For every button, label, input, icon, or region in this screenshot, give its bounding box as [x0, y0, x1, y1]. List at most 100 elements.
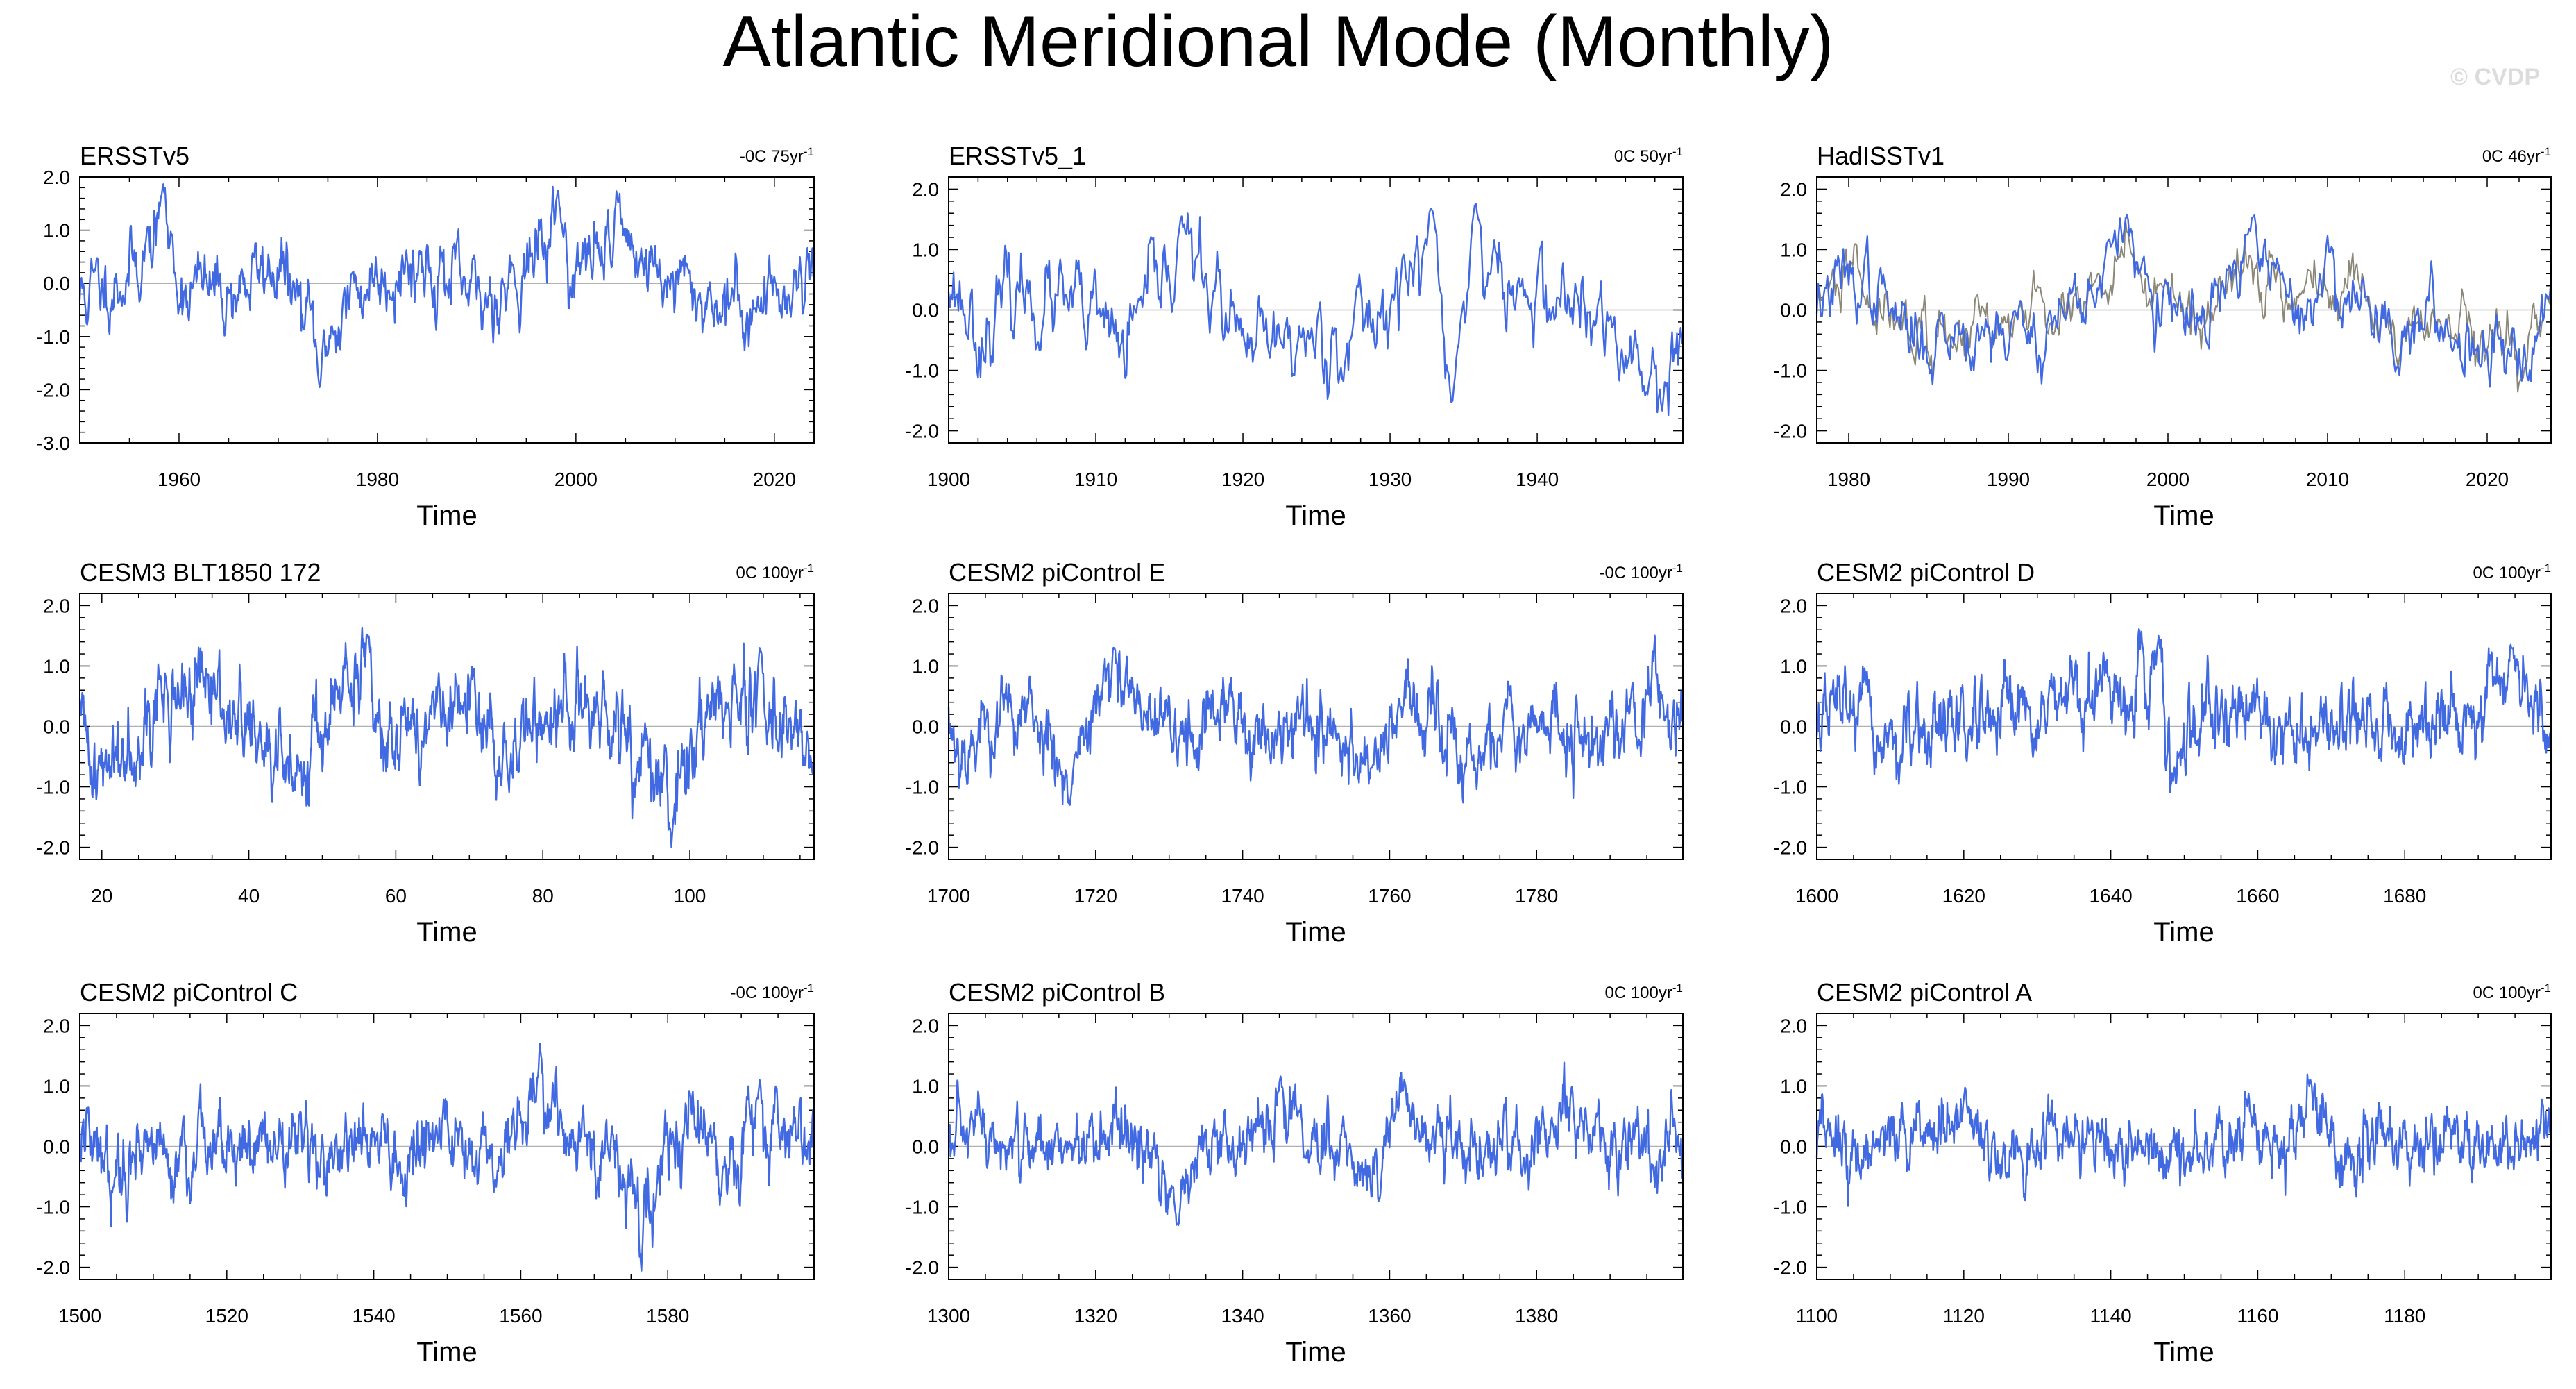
series-line — [1815, 628, 2552, 793]
x-tick-label: 1760 — [1368, 885, 1411, 907]
x-tick-label: 1160 — [2237, 1305, 2278, 1327]
x-axis-label: Time — [1285, 1337, 1346, 1367]
x-axis-label: Time — [416, 917, 477, 948]
x-tick-label: 1100 — [1796, 1305, 1838, 1327]
x-tick-label: 1140 — [2090, 1305, 2132, 1327]
x-tick-label: 1120 — [1943, 1305, 1985, 1327]
x-axis-label: Time — [1285, 917, 1346, 948]
series-line — [947, 1061, 1684, 1227]
y-tick-label: 0.0 — [912, 1136, 939, 1158]
x-tick-label: 1520 — [205, 1305, 248, 1327]
x-axis-label: Time — [2153, 500, 2214, 531]
y-tick-label: 1.0 — [43, 220, 70, 242]
panel-trend-label: -0C 100yr-1 — [1600, 562, 1684, 582]
chart-panel: ERSSTv5_1 0C 50yr-1 2.0 1.0 0.0 -1.0 -2.0 1900 1… — [906, 142, 1684, 531]
panel-title: CESM3 BLT1850 172 — [80, 558, 321, 587]
panel-trend-label: -0C 100yr-1 — [731, 982, 815, 1002]
x-tick-label: 1620 — [1942, 885, 1985, 907]
y-tick-label: 2.0 — [1780, 1015, 1807, 1036]
x-tick-label: 2010 — [2306, 469, 2349, 490]
y-tick-label: 0.0 — [43, 1136, 70, 1158]
y-tick-label: -1.0 — [1774, 360, 1807, 382]
y-tick-label: -1.0 — [906, 777, 939, 798]
y-tick-label: -1.0 — [37, 1197, 70, 1218]
panel-trend-label: 0C 100yr-1 — [1604, 982, 1683, 1002]
panel-title: CESM2 piControl A — [1817, 978, 2032, 1007]
y-tick-label: 0.0 — [912, 300, 939, 321]
y-tick-label: -2.0 — [37, 379, 70, 401]
x-axis-label: Time — [416, 1337, 477, 1367]
panel-trend-label: 0C 100yr-1 — [736, 562, 814, 582]
series-line — [78, 183, 815, 388]
chart-panel: CESM3 BLT1850 172 0C 100yr-1 2.0 1.0 0.0 -1.0… — [37, 558, 815, 948]
y-tick-label: 0.0 — [43, 716, 70, 738]
chart-panel: CESM2 piControl D 0C 100yr-1 2.0 1.0 0.0 -1.0… — [1774, 558, 2552, 948]
x-tick-label: 100 — [674, 885, 706, 907]
panel-title: CESM2 piControl C — [80, 978, 298, 1007]
figure-title: Atlantic Meridional Mode (Monthly) — [722, 1, 1833, 82]
plot-frame — [948, 1013, 1684, 1280]
panel-title: ERSSTv5 — [80, 142, 189, 170]
y-tick-label: -1.0 — [906, 360, 939, 382]
plot-frame — [1816, 593, 2552, 860]
panel-title: HadISSTv1 — [1817, 142, 1944, 170]
x-tick-label: 1980 — [356, 469, 399, 490]
y-tick-label: 2.0 — [1780, 595, 1807, 616]
x-tick-label: 1960 — [158, 469, 201, 490]
x-tick-label: 1930 — [1368, 469, 1412, 490]
x-tick-label: 1700 — [927, 885, 970, 907]
plot-frame — [1816, 176, 2552, 444]
panel-title: CESM2 piControl D — [1817, 558, 2035, 587]
panel-title: ERSSTv5_1 — [949, 142, 1086, 170]
y-tick-label: 2.0 — [43, 595, 70, 616]
chart-panel: ERSSTv5 -0C 75yr-1 2.0 1.0 0.0 -1.0 -2.0 -3.0 19… — [37, 142, 815, 531]
panel-trend-label: 0C 46yr-1 — [2482, 145, 2551, 166]
y-tick-label: 2.0 — [43, 167, 70, 188]
series-line — [947, 634, 1684, 806]
y-tick-label: 1.0 — [912, 239, 939, 260]
x-tick-label: 1980 — [1827, 469, 1870, 490]
x-tick-label: 1680 — [2383, 885, 2426, 907]
x-axis-label: Time — [2153, 1337, 2214, 1367]
y-tick-label: 0.0 — [912, 716, 939, 738]
y-tick-label: -1.0 — [37, 326, 70, 348]
y-tick-label: -2.0 — [37, 837, 70, 859]
y-tick-label: 2.0 — [912, 1015, 939, 1036]
x-tick-label: 60 — [385, 885, 407, 907]
chart-panel: CESM2 piControl A 0C 100yr-1 2.0 1.0 0.0 -1.0… — [1774, 978, 2552, 1367]
x-tick-label: 1720 — [1074, 885, 1117, 907]
y-tick-label: 1.0 — [1780, 1075, 1807, 1097]
x-tick-label: 1540 — [352, 1305, 395, 1327]
y-tick-label: 2.0 — [1780, 178, 1807, 200]
plot-frame — [1816, 1013, 2552, 1280]
chart-panel: CESM2 piControl B 0C 100yr-1 2.0 1.0 0.0 -1.0… — [906, 978, 1684, 1367]
x-tick-label: 2020 — [2466, 469, 2509, 490]
x-tick-label: 1940 — [1516, 469, 1559, 490]
x-tick-label: 1910 — [1074, 469, 1117, 490]
plot-frame — [948, 176, 1684, 444]
x-tick-label: 1920 — [1221, 469, 1264, 490]
panel-trend-label: 0C 50yr-1 — [1614, 145, 1683, 166]
x-tick-label: 1360 — [1368, 1305, 1411, 1327]
x-tick-label: 2020 — [753, 469, 796, 490]
series-line — [1815, 1073, 2552, 1207]
y-tick-label: -1.0 — [1774, 777, 1807, 798]
y-tick-label: -3.0 — [37, 432, 70, 454]
chart-panel: CESM2 piControl E -0C 100yr-1 2.0 1.0 0.0 -1.… — [906, 558, 1684, 948]
y-tick-label: -2.0 — [906, 1257, 939, 1279]
y-tick-label: -1.0 — [906, 1197, 939, 1218]
y-tick-label: 0.0 — [43, 273, 70, 294]
plot-frame — [948, 593, 1684, 860]
x-tick-label: 1990 — [1987, 469, 2030, 490]
x-tick-label: 20 — [91, 885, 112, 907]
panel-trend-label: 0C 100yr-1 — [2473, 982, 2551, 1002]
y-tick-label: 2.0 — [912, 595, 939, 616]
x-tick-label: 1740 — [1221, 885, 1264, 907]
y-tick-label: -2.0 — [906, 421, 939, 442]
x-tick-label: 40 — [238, 885, 260, 907]
x-tick-label: 1580 — [646, 1305, 689, 1327]
y-tick-label: 1.0 — [912, 1075, 939, 1097]
watermark: © CVDP — [2450, 64, 2540, 90]
x-tick-label: 1900 — [927, 469, 970, 490]
